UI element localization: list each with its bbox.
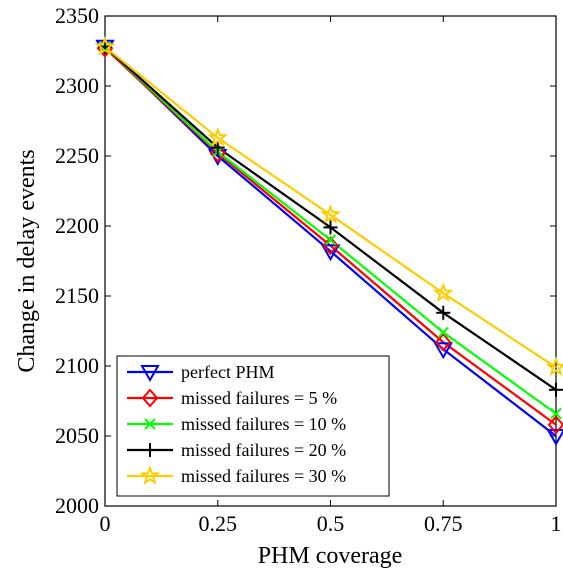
- data-point: [320, 244, 341, 262]
- data-point: [550, 407, 562, 420]
- x-tick-label: 0.75: [424, 511, 463, 536]
- legend-item: missed failures = 20 %: [127, 440, 346, 460]
- data-point: [322, 236, 339, 256]
- x-tick-label: 0.5: [317, 511, 345, 536]
- y-tick-label: 2100: [55, 353, 99, 378]
- y-tick-label: 2300: [55, 73, 99, 98]
- x-tick-labels: 0 0.25 0.5 0.75 1: [100, 511, 562, 536]
- x-tick-label: 1: [551, 511, 562, 536]
- legend-item: missed failures = 10 %: [127, 414, 346, 434]
- data-point: [545, 356, 563, 377]
- legend-marker: [140, 365, 160, 383]
- y-axis-title: Change in delay events: [14, 149, 40, 372]
- data-point: [436, 305, 451, 320]
- data-point: [549, 382, 563, 397]
- legend-label: missed failures = 30 %: [181, 466, 346, 486]
- y-tick-label: 2350: [55, 3, 99, 28]
- legend-marker: [143, 443, 157, 457]
- legend-item: perfect PHM: [127, 362, 274, 383]
- data-point: [320, 203, 341, 224]
- data-point: [210, 140, 225, 155]
- data-point: [547, 415, 563, 435]
- data-point: [209, 143, 227, 163]
- legend-marker: [139, 465, 161, 485]
- legend-label: missed failures = 10 %: [181, 414, 346, 434]
- legend-label: missed failures = 20 %: [181, 440, 346, 460]
- x-tick-label: 0: [100, 511, 111, 536]
- y-tick-label: 2150: [55, 283, 99, 308]
- data-point: [546, 429, 563, 447]
- y-tick-labels: 2000 2050 2100 2150 2200 2250 2300 2350: [55, 3, 99, 518]
- series-line: [104, 45, 557, 369]
- data-point: [94, 35, 116, 56]
- y-tick-label: 2050: [55, 423, 99, 448]
- series-markers: [94, 35, 563, 447]
- legend-item: missed failures = 5 %: [127, 388, 337, 408]
- x-tick-label: 0.25: [199, 511, 238, 536]
- data-point: [432, 282, 454, 302]
- data-point: [434, 332, 452, 352]
- legend-label: missed failures = 5 %: [181, 388, 337, 408]
- legend-label: perfect PHM: [181, 362, 274, 382]
- legend-box: [116, 355, 390, 497]
- legend-item: missed failures = 30 %: [127, 465, 346, 486]
- legend: perfect PHM missed failures = 5 % missed f…: [116, 355, 390, 497]
- data-point: [433, 342, 453, 360]
- y-tick-label: 2200: [55, 213, 99, 238]
- data-point: [437, 326, 449, 339]
- data-point: [323, 220, 338, 235]
- data-point: [207, 126, 229, 147]
- x-axis-title: PHM coverage: [258, 543, 403, 569]
- y-tick-label: 2250: [55, 143, 99, 168]
- legend-marker: [141, 388, 159, 408]
- data-point: [324, 234, 337, 246]
- y-tick-label: 2000: [55, 493, 99, 518]
- legend-marker: [144, 418, 156, 430]
